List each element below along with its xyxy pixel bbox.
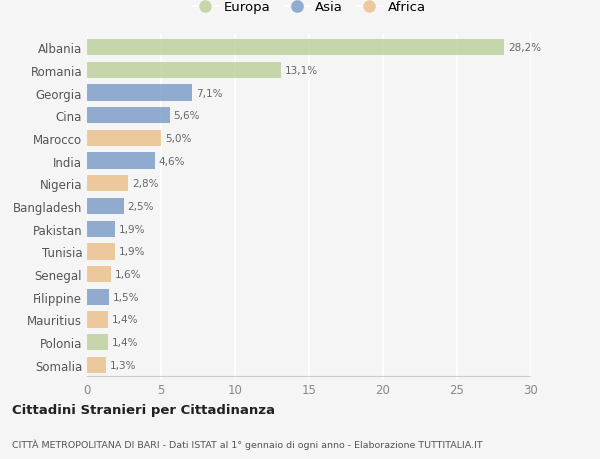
Text: 1,5%: 1,5% xyxy=(113,292,139,302)
Legend: Europa, Asia, Africa: Europa, Asia, Africa xyxy=(192,1,426,14)
Text: 13,1%: 13,1% xyxy=(284,66,318,76)
Text: 1,4%: 1,4% xyxy=(112,337,138,347)
Text: 5,6%: 5,6% xyxy=(173,111,200,121)
Bar xyxy=(87,312,108,328)
Text: 1,9%: 1,9% xyxy=(119,224,145,234)
Text: 1,4%: 1,4% xyxy=(112,315,138,325)
Bar xyxy=(87,176,128,192)
Bar xyxy=(87,85,192,101)
Bar xyxy=(87,40,505,56)
Text: 28,2%: 28,2% xyxy=(508,43,541,53)
Bar xyxy=(87,198,124,215)
Bar xyxy=(87,153,155,169)
Text: 2,8%: 2,8% xyxy=(132,179,158,189)
Text: 5,0%: 5,0% xyxy=(164,134,191,144)
Bar xyxy=(87,244,115,260)
Text: 4,6%: 4,6% xyxy=(159,156,185,166)
Text: 1,9%: 1,9% xyxy=(119,247,145,257)
Bar xyxy=(87,266,110,283)
Text: CITTÀ METROPOLITANA DI BARI - Dati ISTAT al 1° gennaio di ogni anno - Elaborazio: CITTÀ METROPOLITANA DI BARI - Dati ISTAT… xyxy=(12,439,482,449)
Text: 1,3%: 1,3% xyxy=(110,360,136,370)
Text: 1,6%: 1,6% xyxy=(115,269,141,280)
Bar xyxy=(87,289,109,305)
Bar xyxy=(87,108,170,124)
Text: Cittadini Stranieri per Cittadinanza: Cittadini Stranieri per Cittadinanza xyxy=(12,403,275,416)
Text: 2,5%: 2,5% xyxy=(128,202,154,212)
Bar xyxy=(87,130,161,147)
Text: 7,1%: 7,1% xyxy=(196,88,222,98)
Bar xyxy=(87,357,106,373)
Bar xyxy=(87,62,281,79)
Bar xyxy=(87,334,108,351)
Bar xyxy=(87,221,115,237)
